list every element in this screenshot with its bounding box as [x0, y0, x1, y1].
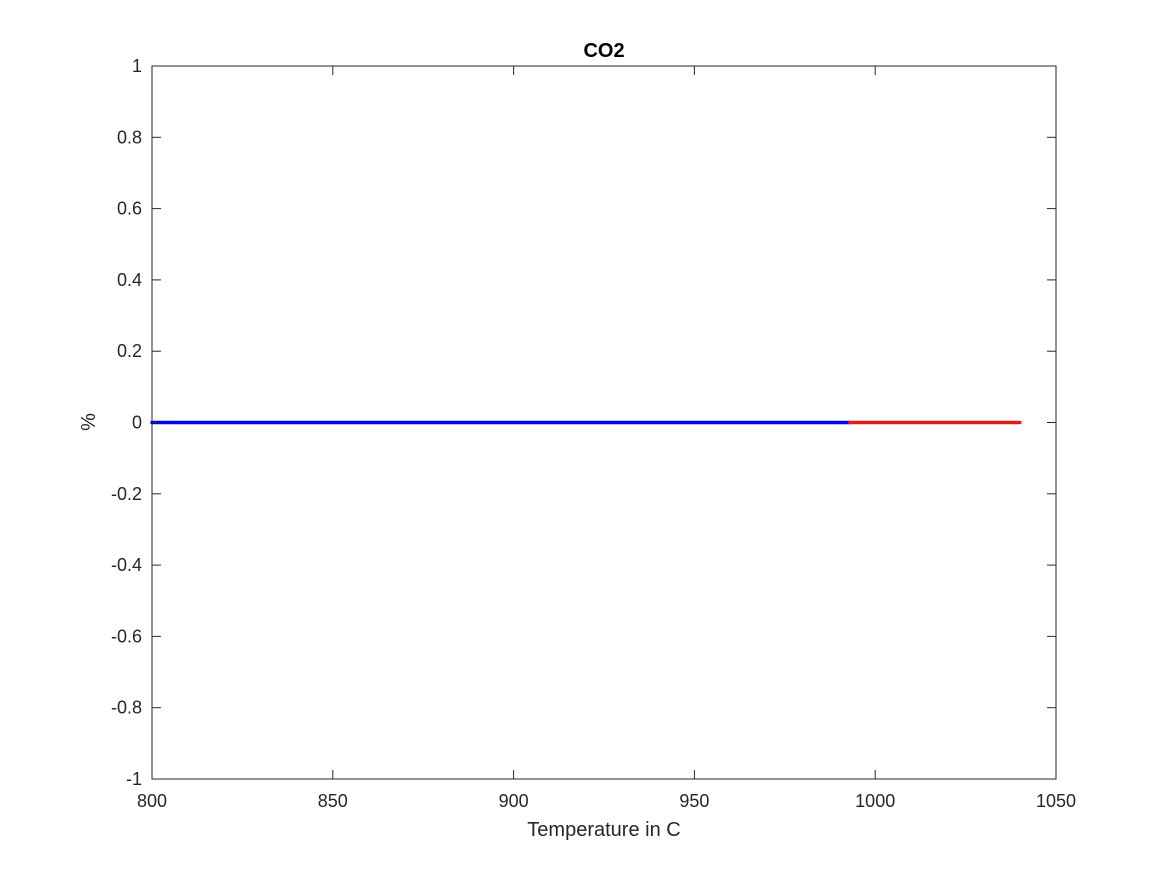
y-tick-label: 0: [132, 413, 142, 433]
y-tick-label: 0.4: [117, 270, 142, 290]
chart-title: CO2: [583, 40, 624, 62]
x-tick-label: 900: [499, 791, 529, 811]
y-tick-label: 0.6: [117, 199, 142, 219]
y-tick-label: -0.6: [111, 626, 142, 646]
y-tick-label: 0.2: [117, 341, 142, 361]
x-axis-label: Temperature in C: [527, 819, 680, 841]
x-axis-ticks: 800 850 900 950 1000 1050: [137, 66, 1076, 811]
y-axis-ticks: -1 -0.8 -0.6 -0.4 -0.2 0 0.2 0.4 0.6 0.8 1: [111, 56, 1056, 789]
x-tick-label: 1050: [1036, 791, 1076, 811]
y-tick-label: -0.2: [111, 484, 142, 504]
y-tick-label: -1: [126, 769, 142, 789]
y-tick-label: -0.4: [111, 555, 142, 575]
x-tick-label: 1000: [855, 791, 895, 811]
x-tick-label: 800: [137, 791, 167, 811]
y-tick-label: -0.8: [111, 698, 142, 718]
x-tick-label: 950: [679, 791, 709, 811]
y-axis-label: %: [78, 413, 100, 431]
x-tick-label: 850: [318, 791, 348, 811]
y-tick-label: 0.8: [117, 127, 142, 147]
y-tick-label: 1: [132, 56, 142, 76]
